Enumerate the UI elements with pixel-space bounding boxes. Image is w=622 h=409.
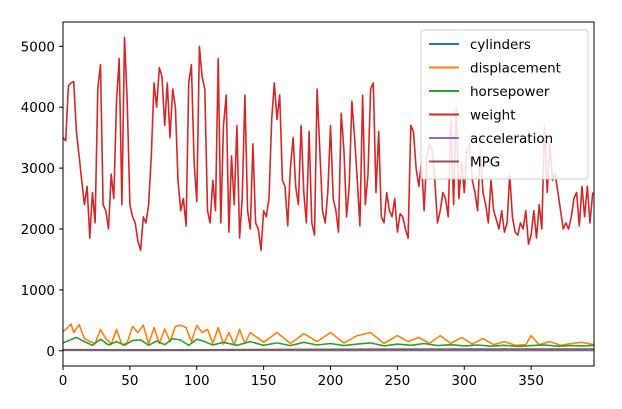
legend-label: horsepower [470,84,550,100]
x-tick-label: 100 [184,373,210,389]
x-tick-label: 150 [251,373,277,389]
legend: cylinders displacement horsepower weight acc… [421,30,588,179]
y-tick-label: 4000 [21,100,55,116]
legend-label: cylinders [470,37,531,53]
legend-label: acceleration [470,131,553,147]
y-tick-label: 2000 [21,222,55,238]
x-tick-label: 350 [518,373,544,389]
y-tick-label: 5000 [21,39,55,55]
x-tick-label: 0 [59,373,68,389]
x-tick-label: 250 [384,373,410,389]
y-tick-label: 3000 [21,161,55,177]
y-tick-label: 0 [46,344,55,360]
legend-label: displacement [470,61,561,77]
x-tick-label: 200 [318,373,344,389]
x-tick-label: 300 [451,373,477,389]
series-line-mpg [63,349,594,350]
legend-label: weight [470,108,516,124]
legend-label: MPG [470,155,500,171]
x-tick-label: 50 [121,373,138,389]
y-tick-label: 1000 [21,283,55,299]
